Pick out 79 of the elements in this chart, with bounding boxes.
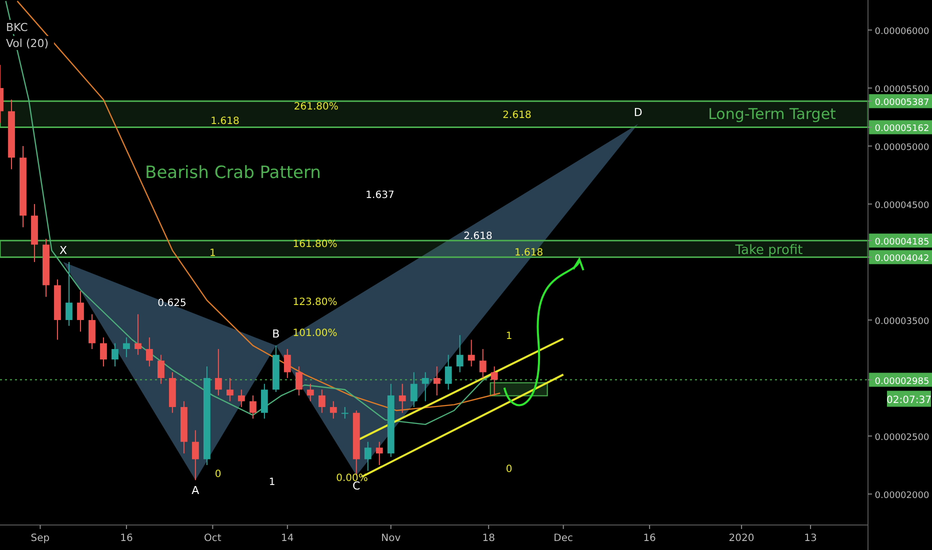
candlestick <box>490 366 498 396</box>
annotation: 1 <box>506 331 512 342</box>
annotation: 161.80% <box>292 239 338 250</box>
candlestick <box>249 394 256 420</box>
candlestick <box>158 354 164 384</box>
candlestick <box>77 290 84 332</box>
candlestick <box>422 372 429 402</box>
text: 02:07:37 <box>886 394 932 406</box>
x-tick-label: 2020 <box>728 533 754 544</box>
candlestick <box>112 342 118 367</box>
annotation: X <box>59 244 68 258</box>
y-tick-label: 0.00005387 <box>874 98 930 108</box>
candlestick <box>226 378 234 402</box>
candlestick <box>410 372 418 408</box>
x-tick-label: Sep <box>30 533 50 544</box>
x-tick-label: Dec <box>554 533 574 544</box>
candlestick <box>134 314 142 356</box>
annotation: BKC <box>6 21 28 34</box>
candlestick <box>468 339 475 367</box>
annotation: 261.80% <box>294 101 338 112</box>
candlestick <box>330 400 337 420</box>
annotation: 2.618 <box>502 110 532 121</box>
candlestick <box>88 314 96 350</box>
x-tick-label: 16 <box>120 533 133 544</box>
y-tick-label: 0.00002500 <box>874 433 930 444</box>
y-tick-label: 0.00005500 <box>874 85 930 96</box>
candlestick <box>123 336 130 358</box>
candlestick <box>364 441 372 472</box>
candlestick <box>238 389 245 408</box>
annotation: 1 <box>210 248 216 260</box>
candlestick <box>376 441 383 466</box>
band-label: Long-Term Target <box>708 105 836 124</box>
y-tick-label: 0.00004042 <box>874 254 930 264</box>
annotation: A <box>192 484 200 498</box>
annotation: B <box>272 328 280 341</box>
candlestick <box>146 336 153 367</box>
y-tick-label: 0.00006000 <box>874 27 930 38</box>
y-tick-label: 0.00004185 <box>874 238 930 248</box>
candlestick <box>100 336 107 367</box>
annotation: 0.625 <box>158 298 186 309</box>
x-tick-label: 16 <box>643 533 656 544</box>
annotation: 1 <box>268 477 276 488</box>
candlestick <box>433 366 440 396</box>
candlestick <box>398 383 406 414</box>
candlestick <box>479 348 486 379</box>
y-tick-label: 0.00002000 <box>874 491 930 502</box>
text: Bearish Crab Pattern <box>145 163 321 183</box>
candlestick <box>66 262 72 326</box>
annotation: 101.00% <box>292 328 338 339</box>
annotation: 1.618 <box>514 248 544 259</box>
x-tick-label: Nov <box>381 533 401 544</box>
candlestick <box>341 406 348 420</box>
x-tick-label: 13 <box>804 533 817 544</box>
x-tick-label: Oct <box>204 533 222 544</box>
annotation: 2.618 <box>464 231 492 242</box>
y-tick-label: 0.00004500 <box>874 201 930 212</box>
candlestick <box>318 389 326 414</box>
annotation: D <box>634 106 642 119</box>
y-tick-label: 0.00002985 <box>874 376 930 387</box>
annotation: 1.637 <box>366 190 394 201</box>
annotation: Vol (20) <box>6 37 49 50</box>
candlestick <box>214 348 222 396</box>
y-tick-label: 0.00003500 <box>874 317 930 328</box>
x-tick-label: 14 <box>281 533 294 544</box>
annotation: 123.80% <box>292 297 338 308</box>
candlestick <box>444 354 452 390</box>
candlestick <box>456 334 464 373</box>
y-tick-label: 0.00005000 <box>874 143 930 154</box>
candlestick <box>295 366 302 396</box>
candlestick <box>306 383 314 402</box>
annotation: 0 <box>506 464 512 475</box>
band-label: Take profit <box>734 242 803 258</box>
x-tick-label: 18 <box>482 533 495 544</box>
candlestick <box>284 348 291 379</box>
annotation: 0 <box>214 469 222 480</box>
candlestick <box>192 430 199 481</box>
annotation: 1.618 <box>210 116 240 127</box>
y-tick-label: 0.00005162 <box>874 124 930 134</box>
candlestick <box>260 383 268 420</box>
